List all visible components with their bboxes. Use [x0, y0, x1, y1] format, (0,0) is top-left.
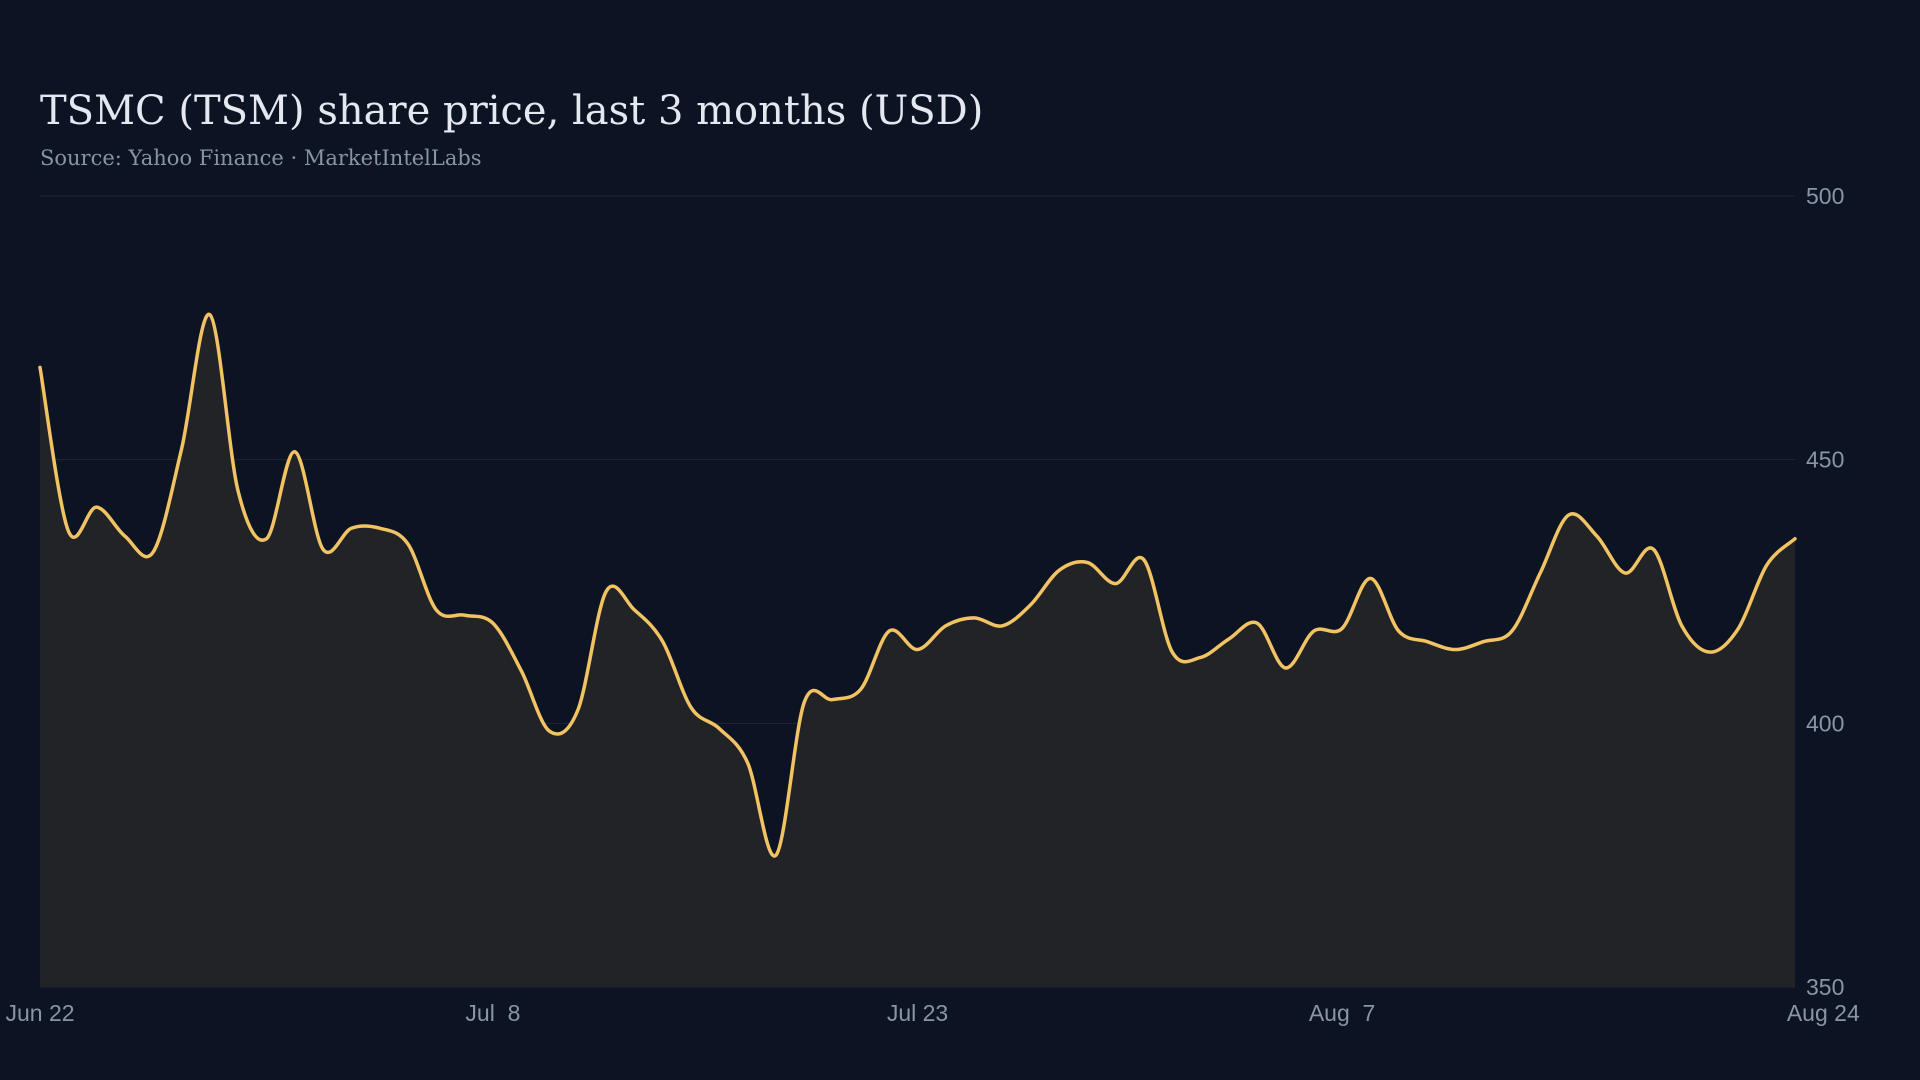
- x-tick-label: Jul 8: [465, 1000, 520, 1026]
- x-tick-label: Jun 22: [5, 1000, 74, 1026]
- x-tick-label: Aug 7: [1309, 1000, 1376, 1026]
- price-line: [38, 312, 1797, 858]
- y-tick-label: 500: [1806, 183, 1844, 209]
- y-tick-label: 450: [1806, 447, 1844, 473]
- x-tick-label: Jul 23: [887, 1000, 948, 1026]
- y-tick-label: 400: [1806, 710, 1844, 736]
- y-tick-label: 350: [1806, 974, 1844, 1000]
- chart-title: TSMC (TSM) share price, last 3 months (U…: [40, 88, 984, 134]
- chart-subtitle: Source: Yahoo Finance · MarketIntelLabs: [40, 146, 482, 170]
- y-axis-ticks: 350 400 450 500: [1806, 183, 1844, 1000]
- x-tick-label: Aug 24: [1787, 1000, 1860, 1026]
